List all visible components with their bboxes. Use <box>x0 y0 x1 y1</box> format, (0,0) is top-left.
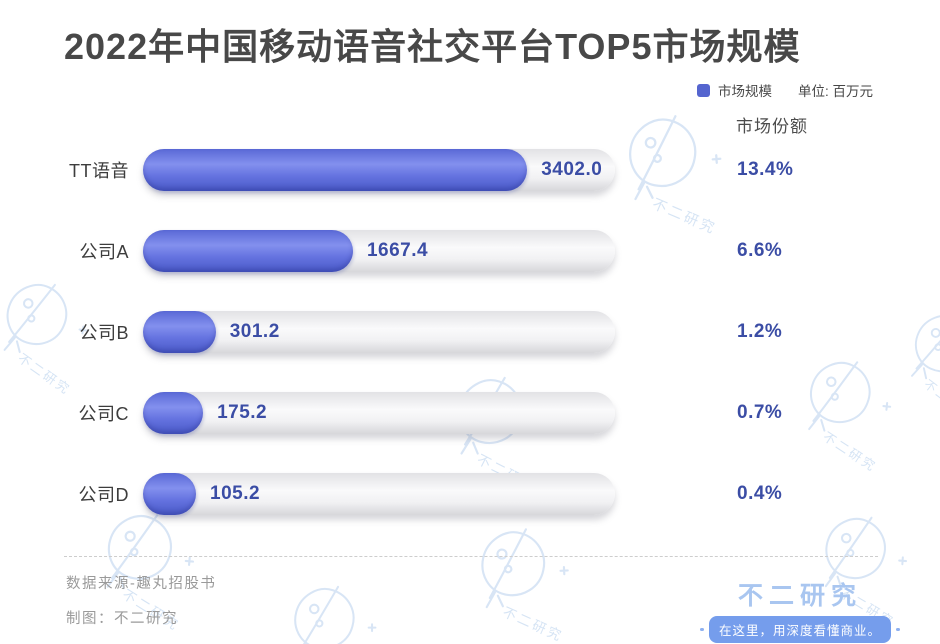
category-label: 公司D <box>78 484 129 505</box>
bar-value: 3402.0 <box>541 158 603 180</box>
market-share-value: 6.6% <box>737 239 783 261</box>
category-label: 公司B <box>79 322 129 343</box>
legend-series-label: 市场规模 <box>718 84 772 99</box>
category-label: TT语音 <box>69 160 129 181</box>
svg-text:不二研究: 不二研究 <box>500 604 565 644</box>
chart-credit-note: 制图：不二研究 <box>66 611 178 627</box>
bar-fill <box>143 391 204 434</box>
banner-dash-right <box>896 628 900 631</box>
chart-row: 公司C 175.2 0.7% <box>0 372 940 453</box>
bar-value: 105.2 <box>210 482 261 504</box>
brand-wordmark: 不二研究 <box>737 582 862 610</box>
chart-rows: TT语音 3402.0 13.4% 公司A 1667.4 6.6% 公司B 30… <box>0 129 940 534</box>
category-label: 公司C <box>78 403 129 424</box>
brand-tagline: 在这里，用深度看懂商业。 <box>708 616 891 643</box>
bar-value: 301.2 <box>229 320 280 342</box>
bar-track: 3402.0 <box>143 148 615 191</box>
bar-fill <box>143 229 353 272</box>
bar-track: 105.2 <box>143 472 615 515</box>
brand-block: 不二研究 在这里，用深度看懂商业。 <box>700 576 900 643</box>
market-share-value: 13.4% <box>737 158 794 180</box>
chart-row: 公司B 301.2 1.2% <box>0 291 940 372</box>
bar-track: 301.2 <box>143 310 615 353</box>
chart-row: 公司A 1667.4 6.6% <box>0 210 940 291</box>
bar-value: 175.2 <box>217 401 268 423</box>
data-source-note: 数据来源-趣丸招股书 <box>66 576 217 592</box>
market-share-value: 0.7% <box>737 401 783 423</box>
chart-row: 公司D 105.2 0.4% <box>0 453 940 534</box>
share-column-header: 市场份额 <box>736 117 808 136</box>
market-share-value: 0.4% <box>737 482 783 504</box>
watermark-stamp-icon: 不二研究 <box>294 585 377 644</box>
bar-fill <box>143 148 528 191</box>
bar-fill <box>143 310 216 353</box>
banner-dash-left <box>700 628 704 631</box>
legend-swatch-icon <box>697 83 710 97</box>
bar-fill <box>143 472 197 515</box>
chart-title: 2022年中国移动语音社交平台TOP5市场规模 <box>64 26 801 67</box>
chart-row: TT语音 3402.0 13.4% <box>0 129 940 210</box>
category-label: 公司A <box>79 241 129 262</box>
bar-track: 175.2 <box>143 391 615 434</box>
brand-banner: 在这里，用深度看懂商业。 <box>700 616 900 643</box>
legend-unit-label: 单位: 百万元 <box>798 84 874 99</box>
market-share-value: 1.2% <box>737 320 783 342</box>
bar-value: 1667.4 <box>366 239 429 261</box>
chart-legend: 市场规模 单位: 百万元 <box>697 80 873 100</box>
footer-divider <box>64 556 878 557</box>
bar-track: 1667.4 <box>143 229 615 272</box>
